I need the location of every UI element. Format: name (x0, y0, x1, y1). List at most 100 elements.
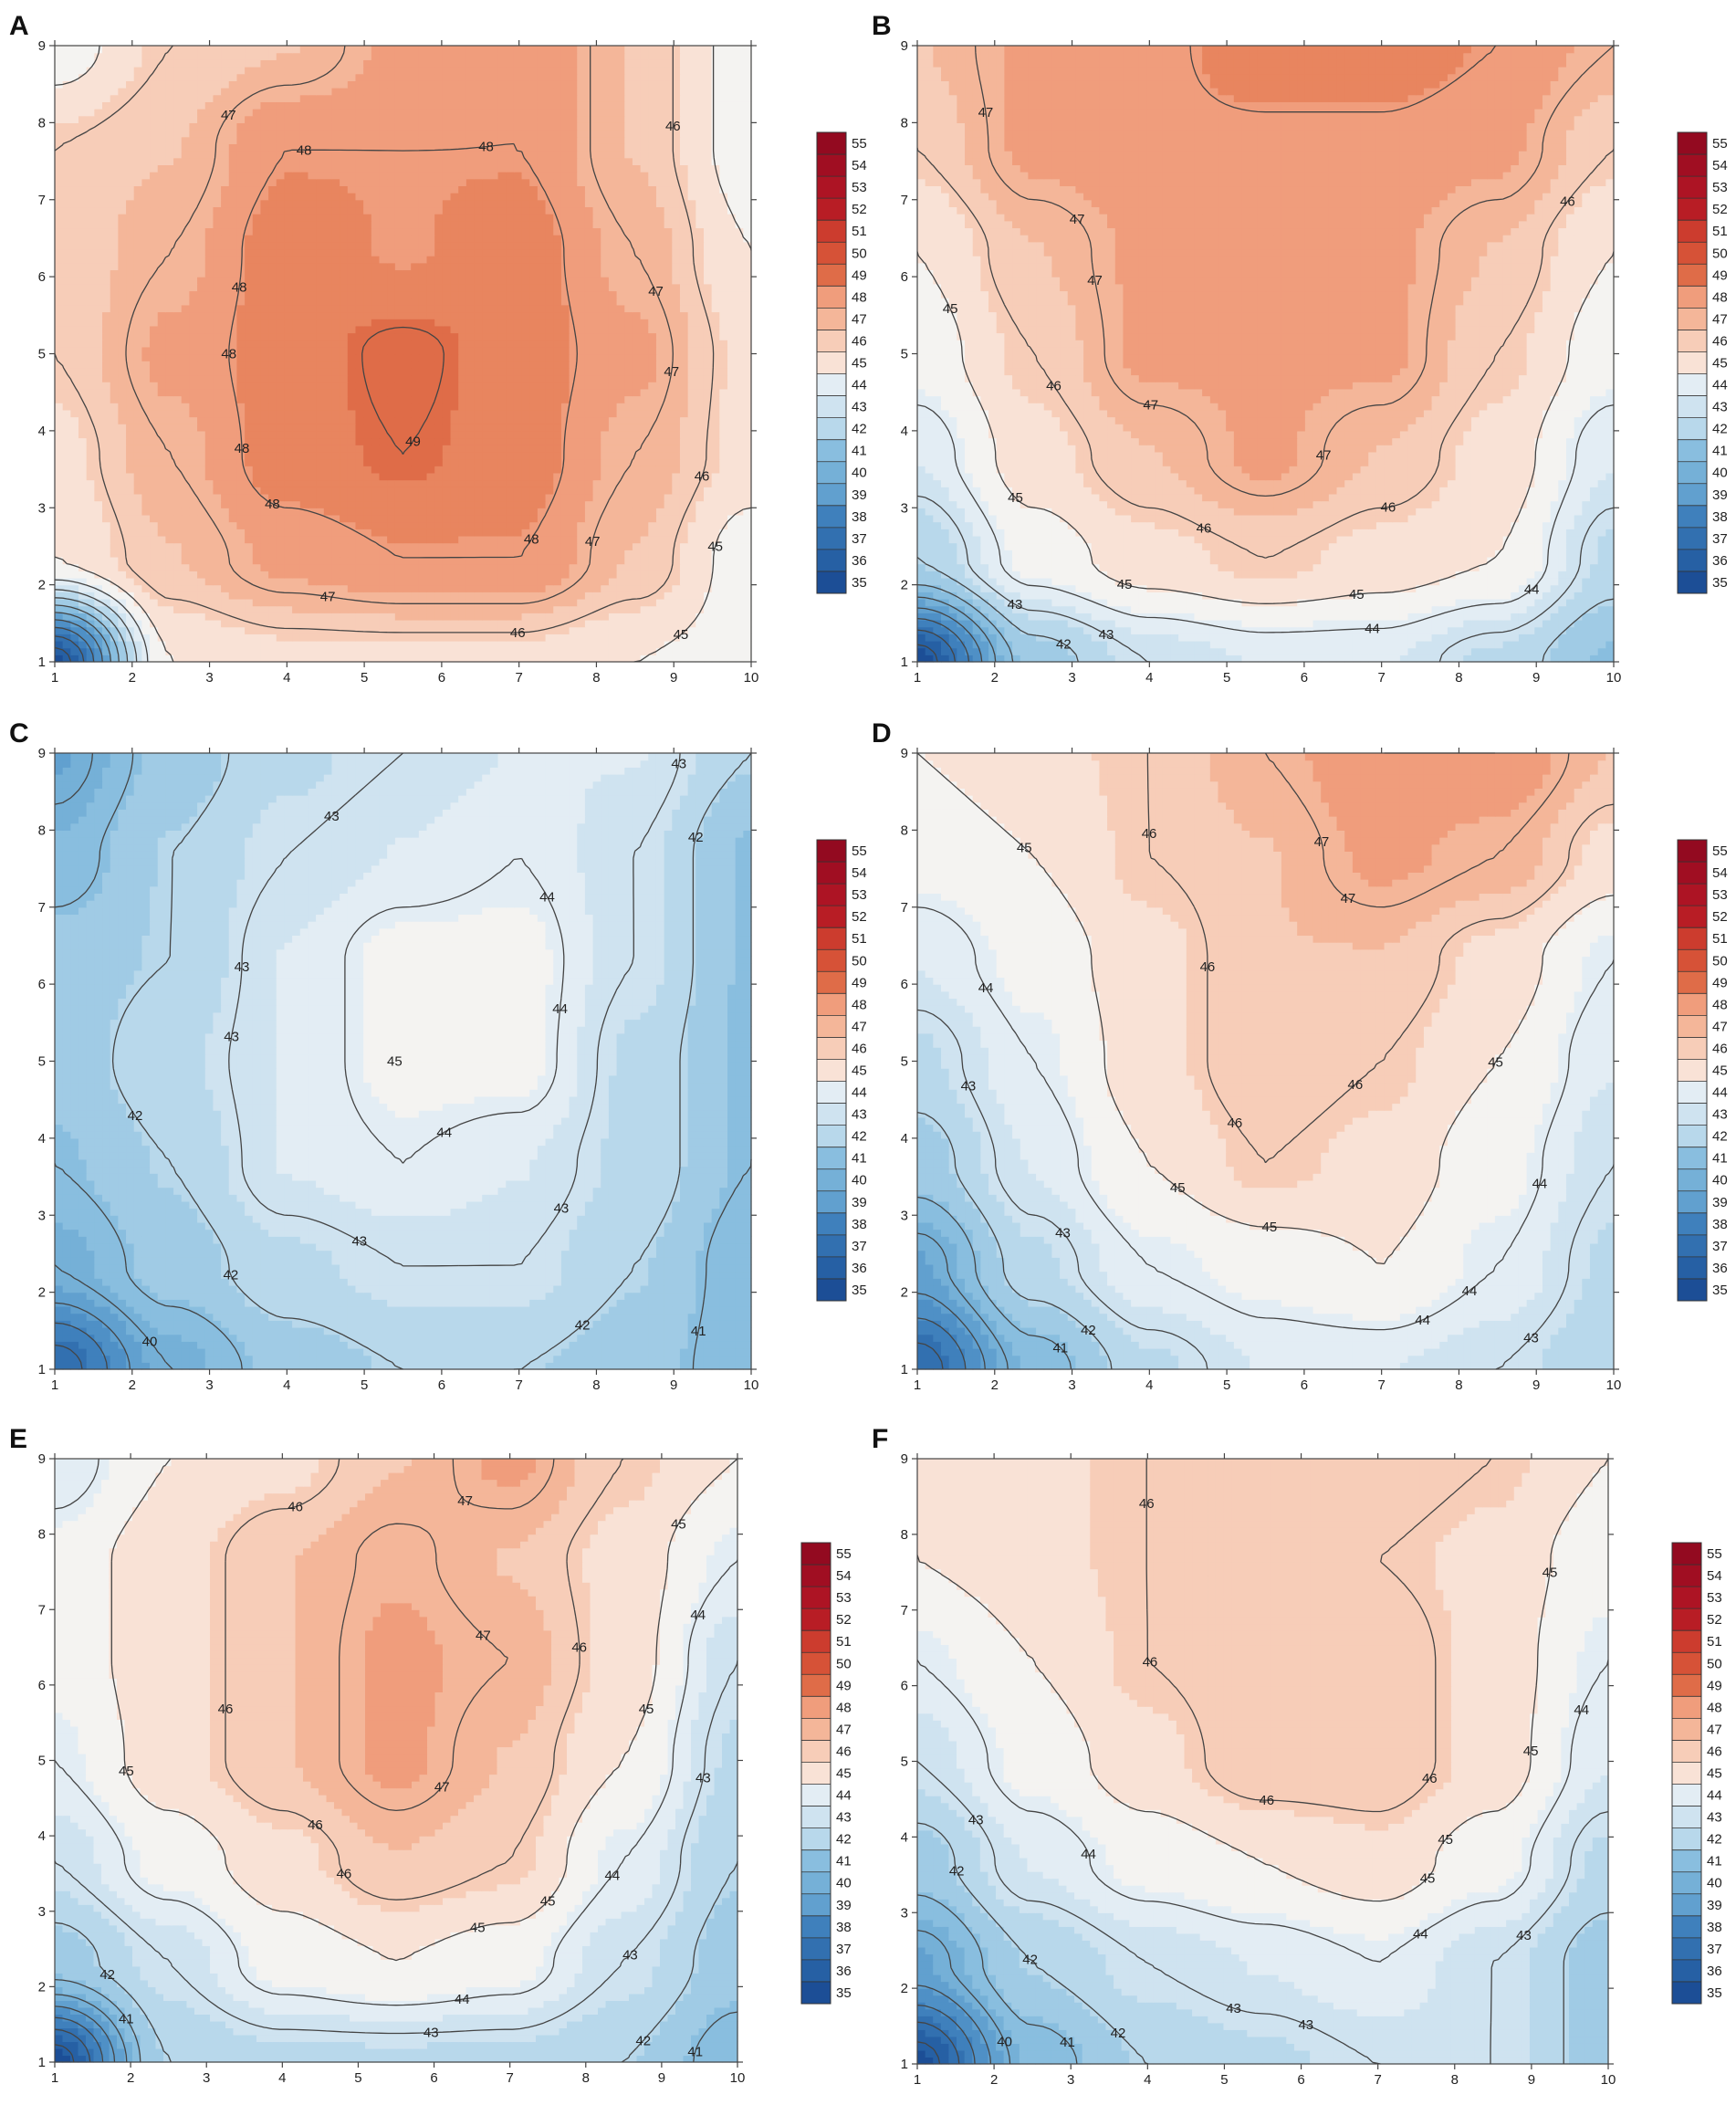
heatmap-cell (55, 571, 63, 578)
heatmap-cell (719, 396, 727, 403)
heatmap-cell (363, 571, 371, 578)
heatmap-cell (727, 543, 736, 550)
heatmap-cell (284, 459, 292, 466)
heatmap-cell (158, 578, 166, 585)
heatmap-cell (331, 410, 340, 417)
heatmap-cell (387, 634, 395, 641)
heatmap-cell (134, 452, 142, 459)
heatmap-cell (134, 487, 142, 494)
heatmap-cell (158, 627, 166, 634)
heatmap-cell (641, 648, 649, 655)
heatmap-cell (427, 641, 435, 648)
heatmap-cell (411, 599, 419, 606)
heatmap-cell (553, 403, 561, 410)
heatmap-cell (577, 396, 585, 403)
heatmap-cell (719, 501, 727, 508)
heatmap-cell (538, 592, 546, 599)
heatmap-cell (506, 585, 514, 592)
heatmap-cell (514, 417, 522, 424)
heatmap-cell (221, 599, 229, 606)
heatmap-cell (55, 466, 63, 473)
heatmap-cell (743, 571, 751, 578)
heatmap-cell (379, 641, 387, 648)
heatmap-cell (213, 599, 221, 606)
heatmap-cell (221, 592, 229, 599)
heatmap-cell (292, 466, 300, 473)
heatmap-cell (704, 641, 712, 648)
heatmap-cell (55, 445, 63, 452)
heatmap-cell (490, 529, 498, 536)
heatmap-cell (78, 522, 87, 529)
heatmap-cell (245, 459, 253, 466)
heatmap-cell (648, 473, 656, 480)
heatmap-cell (419, 536, 427, 543)
heatmap-cell (712, 466, 720, 473)
heatmap-cell (292, 389, 300, 396)
heatmap-cell (514, 613, 522, 620)
heatmap-cell (395, 417, 403, 424)
heatmap-cell (609, 529, 617, 536)
heatmap-cell (672, 655, 680, 662)
heatmap-cell (514, 599, 522, 606)
heatmap-cell (371, 445, 380, 452)
heatmap-cell (617, 571, 625, 578)
heatmap-cell (355, 487, 363, 494)
heatmap-cell (182, 417, 190, 424)
heatmap-cell (695, 501, 704, 508)
heatmap-cell (601, 466, 609, 473)
heatmap-cell (593, 459, 601, 466)
heatmap-cell (245, 494, 253, 501)
heatmap-cell (506, 438, 514, 445)
heatmap-cell (173, 410, 182, 417)
heatmap-cell (736, 445, 744, 452)
heatmap-cell (585, 403, 593, 410)
heatmap-cell (229, 571, 237, 578)
heatmap-cell (348, 487, 356, 494)
heatmap-cell (182, 508, 190, 515)
heatmap-cell (656, 438, 664, 445)
heatmap-cell (371, 508, 380, 515)
heatmap-cell (110, 494, 119, 501)
heatmap-cell (490, 417, 498, 424)
heatmap-cell (648, 627, 656, 634)
heatmap-cell (158, 557, 166, 564)
heatmap-cell (458, 466, 466, 473)
heatmap-cell (260, 543, 268, 550)
heatmap-cell (141, 564, 150, 571)
heatmap-cell (308, 480, 316, 487)
heatmap-cell (427, 634, 435, 641)
heatmap-cell (712, 648, 720, 655)
heatmap-cell (633, 641, 641, 648)
heatmap-cell (182, 613, 190, 620)
heatmap-cell (221, 487, 229, 494)
heatmap-cell (419, 648, 427, 655)
heatmap-cell (593, 557, 601, 564)
heatmap-cell (189, 431, 197, 438)
heatmap-cell (585, 438, 593, 445)
heatmap-cell (522, 641, 530, 648)
heatmap-cell (316, 480, 324, 487)
heatmap-cell (213, 655, 221, 662)
heatmap-cell (577, 606, 585, 613)
heatmap-cell (585, 459, 593, 466)
heatmap-cell (236, 515, 245, 522)
heatmap-cell (411, 522, 419, 529)
heatmap-cell (466, 641, 475, 648)
heatmap-cell (118, 487, 126, 494)
heatmap-cell (158, 487, 166, 494)
heatmap-cell (221, 578, 229, 585)
heatmap-cell (348, 571, 356, 578)
heatmap-cell (577, 648, 585, 655)
heatmap-cell (284, 417, 292, 424)
heatmap-cell (331, 473, 340, 480)
heatmap-cell (173, 543, 182, 550)
heatmap-cell (522, 522, 530, 529)
heatmap-cell (514, 508, 522, 515)
heatmap-cell (363, 592, 371, 599)
heatmap-cell (102, 585, 110, 592)
heatmap-cell (324, 396, 332, 403)
heatmap-cell (403, 501, 412, 508)
heatmap-cell (443, 480, 451, 487)
heatmap-cell (434, 550, 443, 557)
heatmap-cell (102, 445, 110, 452)
